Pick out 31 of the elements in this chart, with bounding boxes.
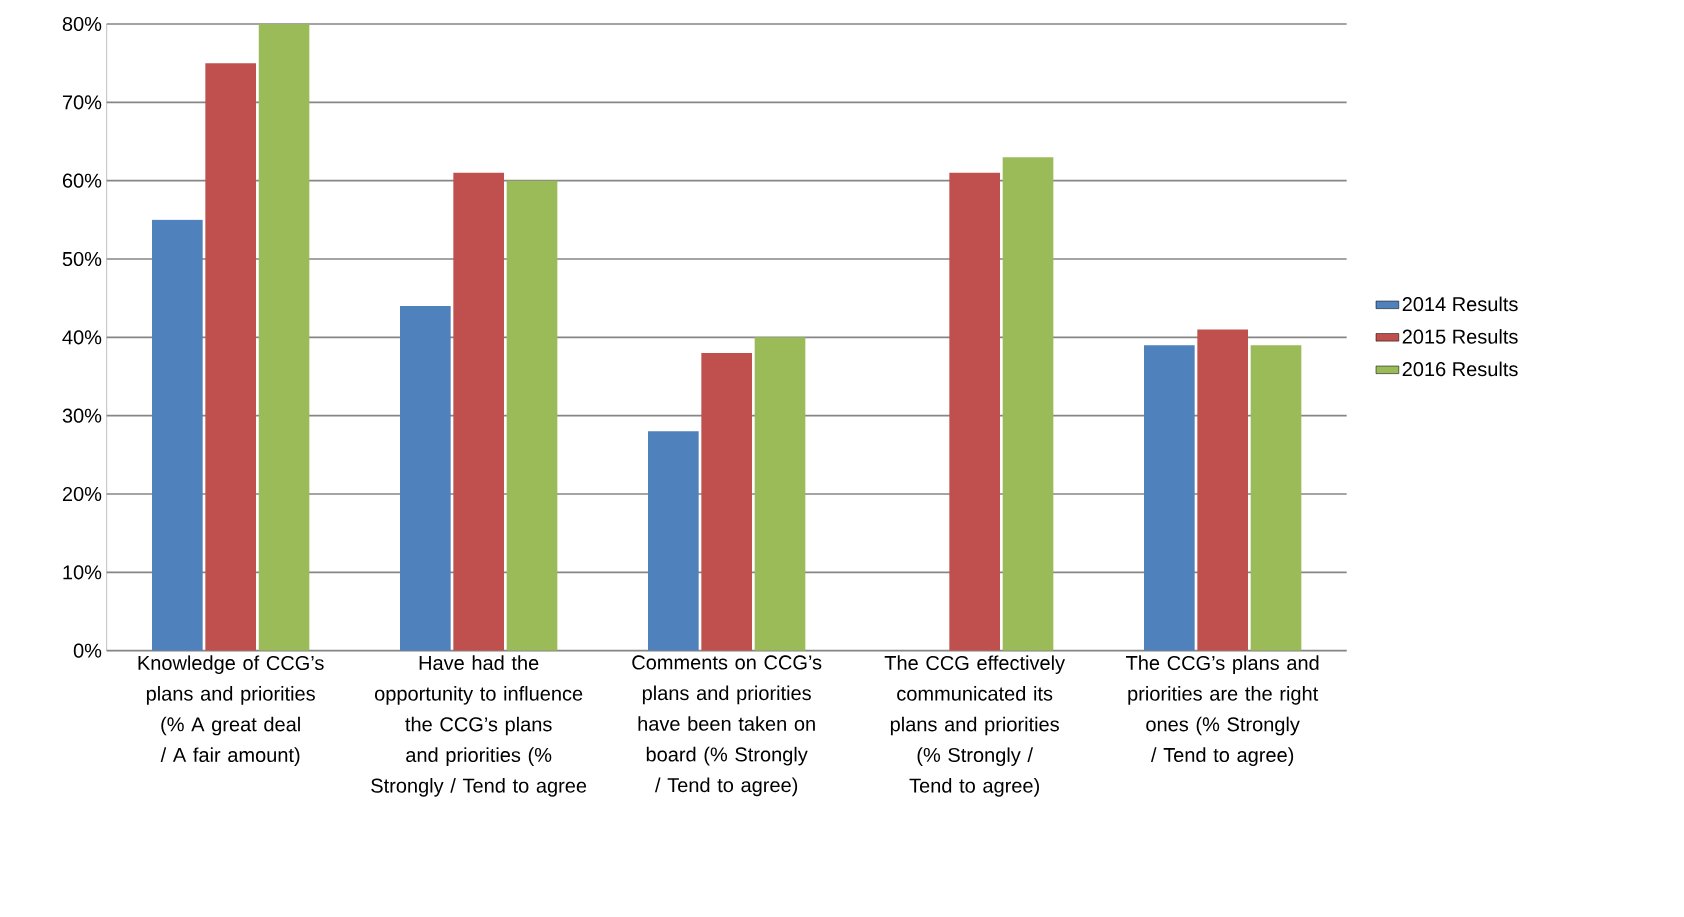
y-tick-label: 10% (63, 565, 102, 580)
x-tick-label: Comments on CCG’s plans and priorities have been taken on board (% Strongly / Tend to agree) (632, 655, 822, 796)
y-tick-label: 80% (62, 16, 102, 31)
bar (1002, 157, 1054, 651)
x-tick-label: Knowledge of CCG’s plans and priorities (% A great deal / A fair amount) (138, 655, 324, 766)
legend-label: 2014 Results (1402, 296, 1518, 312)
bar (205, 63, 257, 651)
bar (949, 172, 1001, 651)
bar (648, 431, 699, 651)
bar (152, 219, 203, 651)
y-tick-label: 50% (62, 251, 102, 266)
y-tick-label: 70% (62, 95, 102, 110)
bar (754, 337, 806, 651)
x-tick-label: Have had the opportunity to influence the CCG’s plans and priorities (% Strongly / Tend to agree (371, 655, 587, 797)
x-tick-label: The CCG effectively communicated its plans and priorities (% Strongly / Tend to agree) (884, 655, 1066, 797)
bar (400, 305, 451, 651)
bar (1250, 345, 1302, 651)
bar (1197, 329, 1248, 651)
bar (258, 23, 310, 651)
x-tick-label: The CCG’s plans and priorities are the right ones (% Strongly / Tend to agree) (1126, 655, 1319, 766)
bar (453, 172, 505, 651)
legend-label: 2015 Results (1402, 328, 1518, 344)
bar (506, 180, 558, 651)
y-tick-label: 40% (62, 330, 102, 345)
y-tick-label: 20% (62, 486, 102, 501)
y-tick-label: 30% (62, 408, 102, 423)
y-tick-label: 60% (62, 173, 102, 188)
y-tick-label: 0% (73, 643, 102, 658)
legend-label: 2016 Results (1402, 361, 1518, 377)
bar (701, 352, 752, 651)
bar (1144, 345, 1195, 651)
